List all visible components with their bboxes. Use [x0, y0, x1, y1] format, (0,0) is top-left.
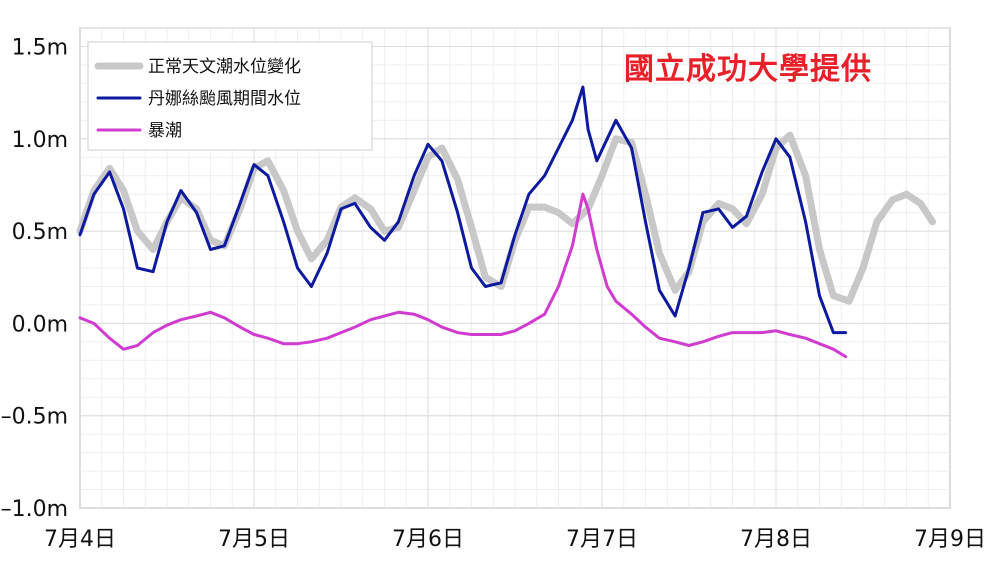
x-tick-label: 7月8日: [740, 527, 812, 552]
legend-box: [87, 41, 373, 151]
legend-label: 正常天文潮水位變化: [148, 57, 301, 77]
series-layer: [76, 85, 937, 359]
x-tick-label: 7月9日: [914, 527, 986, 552]
series-line: [78, 192, 848, 359]
series-line: [78, 85, 848, 335]
y-tick-label: 1.0m: [12, 128, 68, 153]
legend-label: 暴潮: [148, 121, 182, 141]
y-axis-ticks: 1.5m 1.0m 0.5m 0.0m –0.5m –1.0m: [1, 35, 68, 522]
y-tick-label: –0.5m: [1, 405, 68, 430]
y-tick-label: 1.5m: [12, 35, 68, 60]
y-tick-label: –1.0m: [1, 497, 68, 522]
y-tick-label: 0.0m: [12, 312, 68, 337]
credit-label: 國立成功大學提供: [624, 52, 872, 87]
x-tick-label: 7月4日: [44, 527, 116, 552]
y-tick-label: 0.5m: [12, 220, 68, 245]
legend-label: 丹娜絲颱風期間水位: [148, 89, 301, 109]
x-axis-ticks: 7月4日 7月5日 7月6日 7月7日 7月8日 7月9日: [44, 527, 986, 552]
x-tick-label: 7月7日: [566, 527, 638, 552]
x-tick-label: 7月5日: [218, 527, 290, 552]
x-tick-label: 7月6日: [392, 527, 464, 552]
